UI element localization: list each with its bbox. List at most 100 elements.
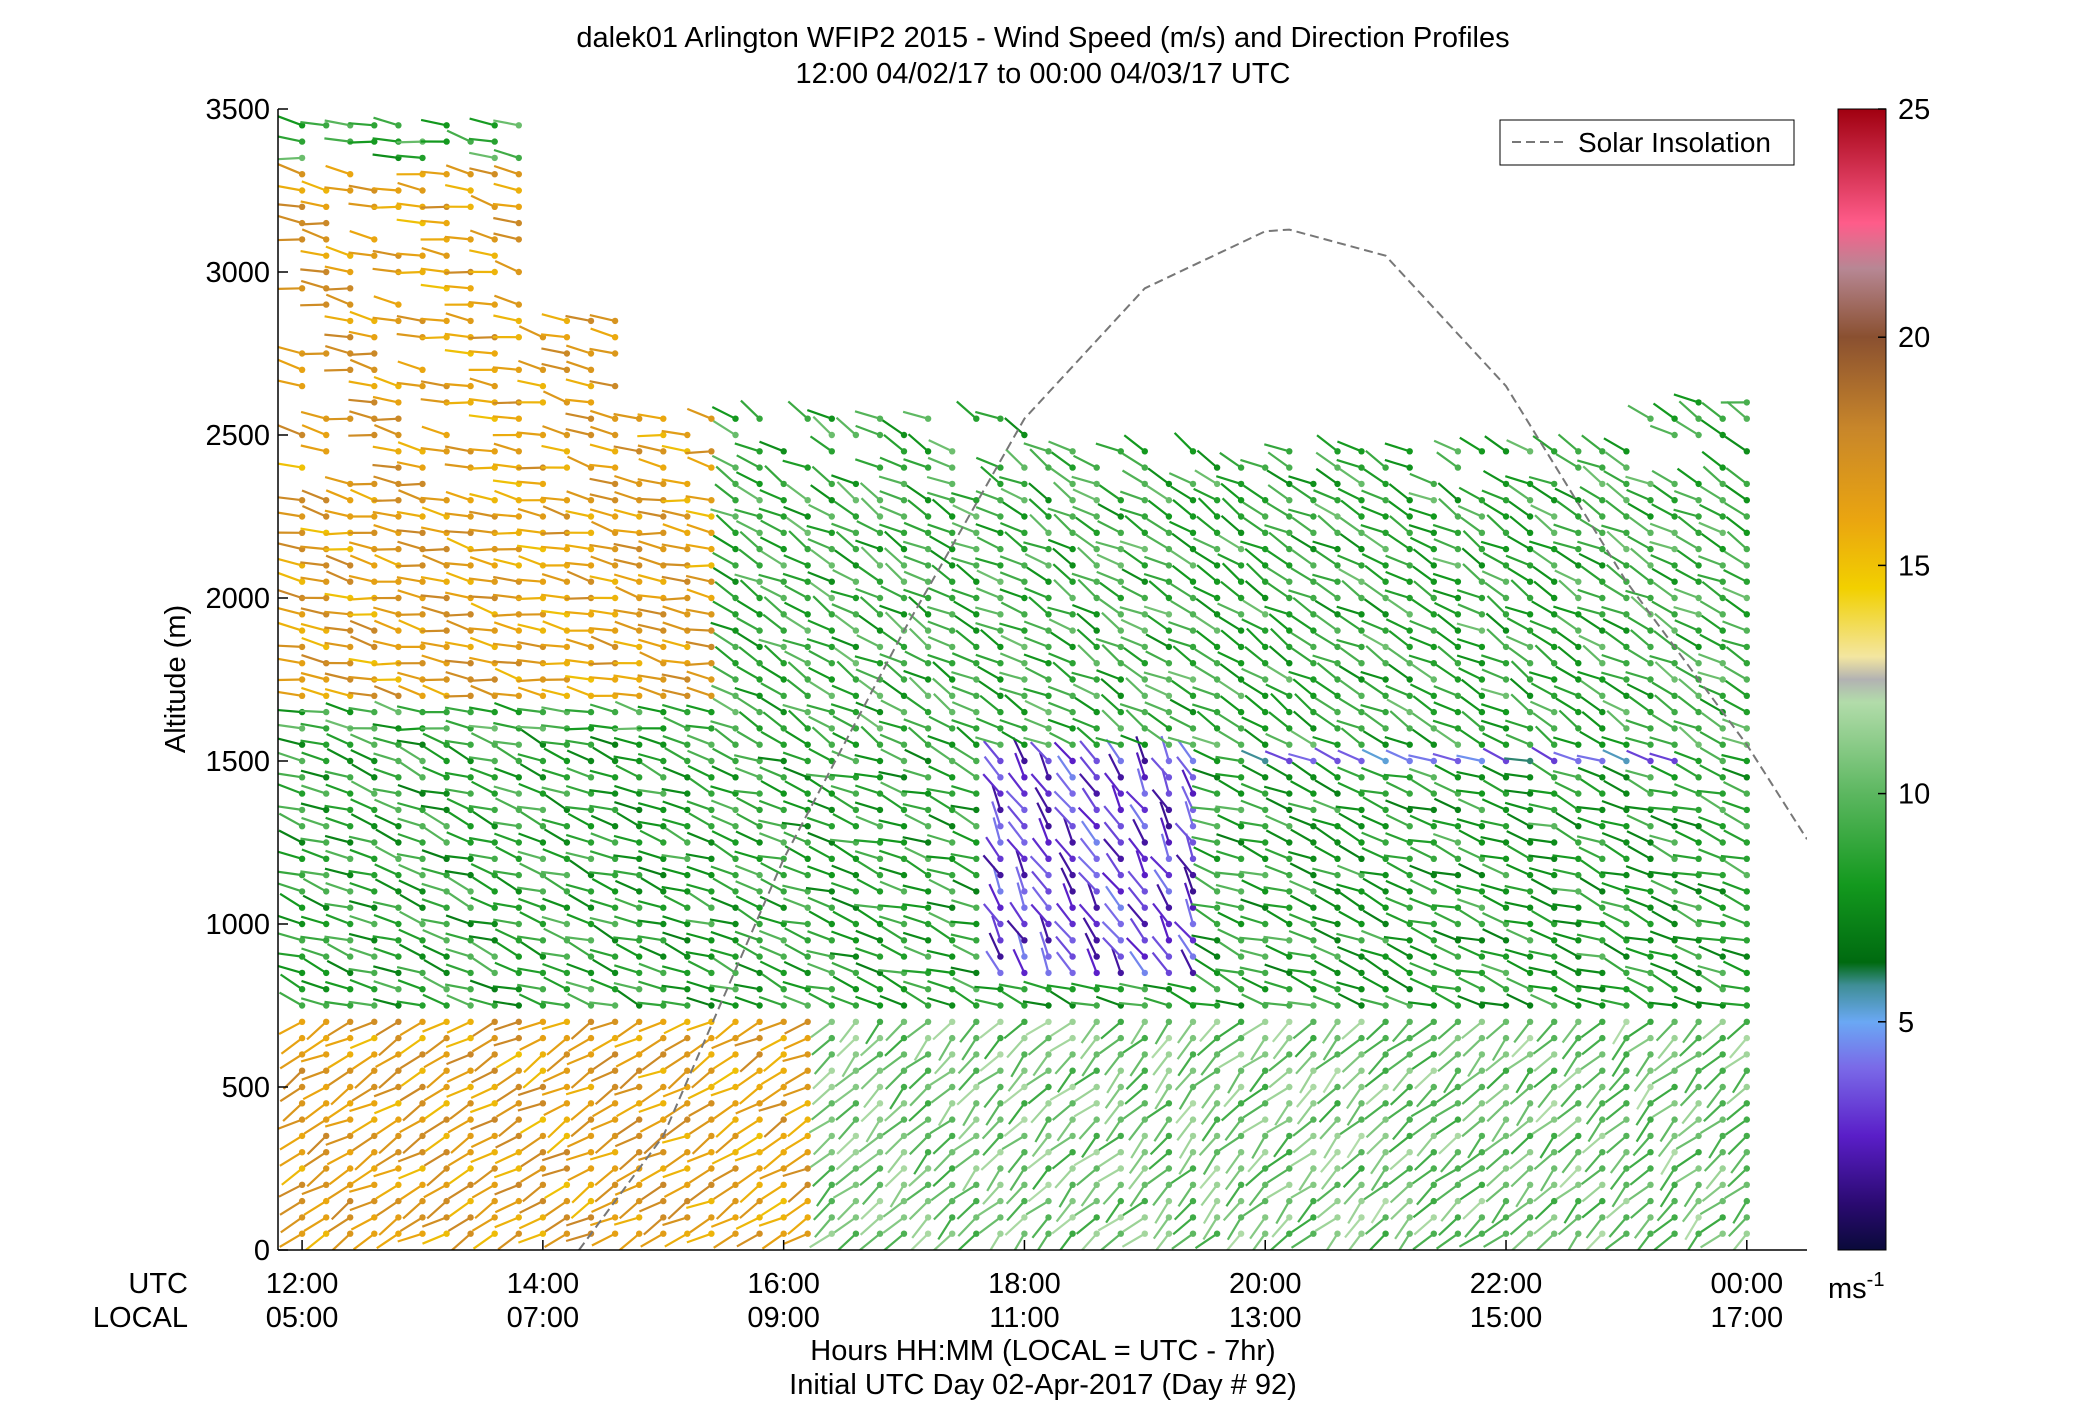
wind-barb-dot (539, 611, 547, 618)
wind-barb (1194, 550, 1218, 567)
wind-barb (372, 998, 399, 1007)
wind-barb (348, 184, 375, 192)
wind-barb-dot (876, 855, 884, 862)
wind-barb (518, 1216, 544, 1230)
wind-barb (589, 871, 616, 877)
wind-barb (301, 636, 327, 648)
wind-barb-dot (973, 692, 980, 699)
wind-barb-dot (539, 692, 547, 699)
wind-barb (878, 837, 905, 844)
wind-barb (926, 833, 953, 844)
wind-barb-dot (1382, 545, 1389, 553)
wind-barb-dot (900, 855, 908, 862)
wind-barb-dot (491, 268, 498, 276)
wind-barb (1073, 454, 1098, 469)
wind-barb-dot (1334, 594, 1341, 602)
wind-barb-dot (1045, 513, 1052, 520)
wind-barb-dot (1165, 823, 1173, 830)
wind-barb (614, 784, 640, 795)
wind-barb (1168, 620, 1194, 632)
wind-barb-dot (660, 643, 667, 651)
wind-barb-dot (949, 871, 956, 879)
wind-barb (855, 424, 881, 437)
wind-barb (325, 783, 351, 795)
wind-barb-dot (1382, 790, 1389, 797)
wind-barb (492, 415, 519, 420)
wind-barb-dot (997, 904, 1004, 911)
wind-barb-dot (611, 741, 619, 748)
wind-barb (519, 1200, 544, 1214)
wind-barb-dot (636, 627, 643, 634)
wind-barb-dot (636, 920, 643, 928)
wind-barb-dot (1310, 790, 1317, 797)
wind-barb (1105, 852, 1122, 876)
wind-barb (926, 787, 953, 795)
wind-barb (372, 640, 399, 648)
wind-barb-dot (1045, 1214, 1052, 1221)
wind-barb (1240, 898, 1266, 909)
wind-barb-dot (1406, 774, 1413, 781)
wind-barb (445, 719, 471, 730)
wind-barb-dot (611, 888, 619, 895)
wind-barb-dot (780, 545, 787, 553)
wind-barb-dot (563, 1067, 571, 1074)
wind-barb-dot (924, 545, 932, 553)
wind-barb-dot (395, 1197, 402, 1205)
wind-barb (306, 1020, 327, 1041)
wind-barb (492, 1000, 519, 1007)
wind-barb (1264, 864, 1290, 877)
wind-barb (589, 916, 616, 926)
wind-barb (1292, 710, 1315, 730)
wind-barb (1016, 931, 1026, 957)
wind-barb-dot (419, 937, 426, 944)
wind-barb-dot (1406, 1100, 1413, 1107)
wind-barb-dot (660, 937, 667, 944)
wind-barb (1178, 1086, 1194, 1110)
wind-barb-dot (997, 708, 1004, 716)
wind-barb (1147, 1167, 1170, 1185)
wind-barb-dot (1165, 611, 1173, 618)
wind-barb-dot (636, 1034, 643, 1042)
wind-barb-dot (732, 464, 739, 471)
wind-barb (865, 1119, 881, 1143)
wind-barb-dot (876, 692, 884, 699)
wind-barb (324, 476, 351, 485)
wind-barb (863, 1086, 881, 1109)
wind-barb-dot (1021, 806, 1028, 814)
wind-barb (1318, 1102, 1339, 1123)
wind-barb-dot (1141, 937, 1149, 944)
wind-barb-dot (876, 725, 884, 732)
wind-barb-dot (323, 888, 330, 895)
wind-barb (1153, 869, 1170, 893)
wind-barb-dot (298, 1018, 306, 1025)
wind-barb-dot (419, 1067, 426, 1074)
wind-barb-dot (876, 562, 884, 569)
wind-barb (1024, 699, 1049, 714)
wind-barb (374, 798, 399, 811)
wind-barb (278, 914, 303, 926)
wind-barb-dot (1310, 611, 1317, 618)
wind-barb (762, 1053, 785, 1072)
wind-barb-dot (1286, 464, 1293, 471)
wind-barb-dot (900, 611, 908, 618)
wind-barb (785, 1151, 809, 1168)
wind-barb (929, 1118, 953, 1135)
wind-barb (1031, 1216, 1050, 1239)
wind-barb-dot (876, 578, 884, 585)
wind-barb (950, 853, 977, 860)
wind-barb (1314, 1216, 1339, 1232)
wind-barb (781, 920, 808, 926)
wind-barb (712, 665, 737, 681)
wind-barb-dot (780, 497, 787, 504)
wind-barb (736, 632, 761, 648)
wind-barb-dot (587, 415, 595, 422)
wind-barb (469, 656, 495, 665)
wind-barb (1155, 1233, 1170, 1250)
wind-barb (736, 1232, 761, 1248)
wind-barb-dot (1093, 578, 1100, 585)
wind-barb-dot (828, 1214, 835, 1221)
wind-barb-dot (997, 725, 1004, 732)
wind-barb (637, 413, 664, 420)
wind-barb-dot (1310, 529, 1317, 536)
wind-barb-dot (876, 937, 884, 944)
